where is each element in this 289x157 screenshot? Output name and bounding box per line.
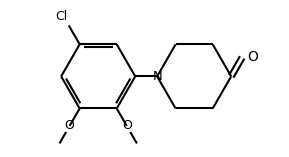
Text: O: O [122,119,132,133]
Text: O: O [65,119,75,133]
Text: O: O [247,50,258,64]
Text: Cl: Cl [55,10,67,23]
Text: N: N [152,70,162,83]
